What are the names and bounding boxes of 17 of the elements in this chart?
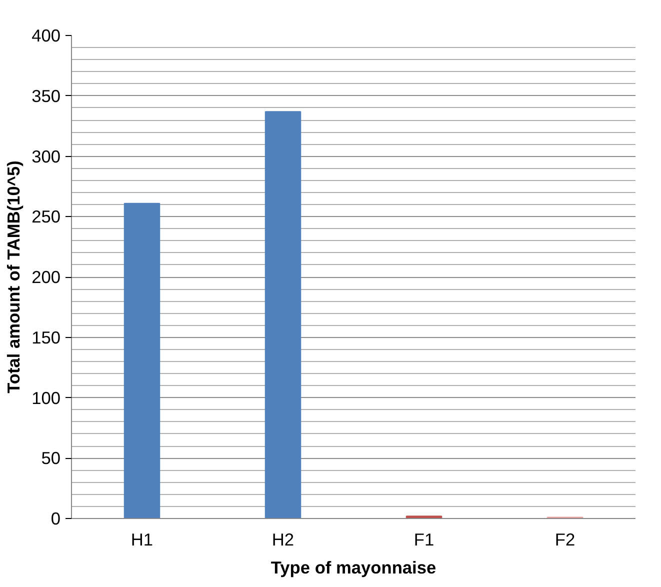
x-tick-label: F1 <box>414 530 434 550</box>
y-axis-title: Total amount of TAMB(10^5) <box>4 160 24 394</box>
y-tick-label: 200 <box>32 267 61 287</box>
y-tick-label: 400 <box>32 26 61 46</box>
x-axis-title: Type of mayonnaise <box>270 558 437 578</box>
y-tick-label: 300 <box>32 146 61 166</box>
bar <box>264 111 302 518</box>
y-tick-label: 0 <box>50 508 61 528</box>
x-tick-label: H1 <box>130 530 154 550</box>
x-tick-label: H2 <box>272 530 294 550</box>
y-tick-label: 50 <box>41 448 61 468</box>
bar <box>124 202 160 518</box>
y-tick-label: 250 <box>32 206 61 227</box>
y-tick-label: 350 <box>32 86 61 106</box>
x-tick-label: F2 <box>554 530 576 550</box>
y-tick-label: 100 <box>32 388 61 408</box>
y-tick-label: 150 <box>32 327 61 348</box>
